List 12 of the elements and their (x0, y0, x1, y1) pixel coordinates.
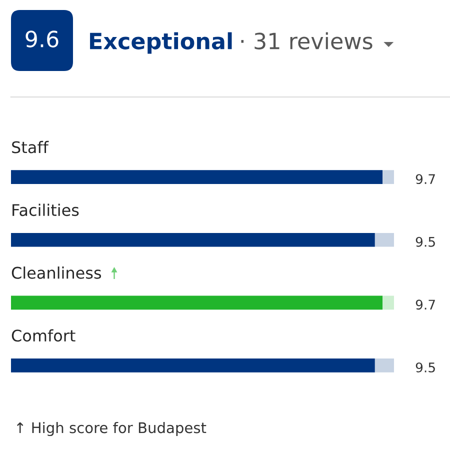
chart-subtitle: · 31 reviews (241, 32, 372, 50)
data-label: 9.7 (416, 300, 435, 310)
data-label: 9.5 (416, 362, 435, 372)
y-tick-label: Facilities (12, 204, 79, 216)
data-label: 9.7 (416, 174, 435, 184)
chart-title: Exceptional (90, 32, 232, 54)
text: ↑ High score for Budapest (16, 422, 206, 436)
y-tick-label: Staff (12, 140, 49, 154)
y-tick-label: Comfort (12, 329, 76, 342)
text: 9.6 (26, 30, 58, 48)
data-label: 9.5 (416, 236, 435, 247)
y-tick-label: Cleanliness (12, 266, 102, 279)
